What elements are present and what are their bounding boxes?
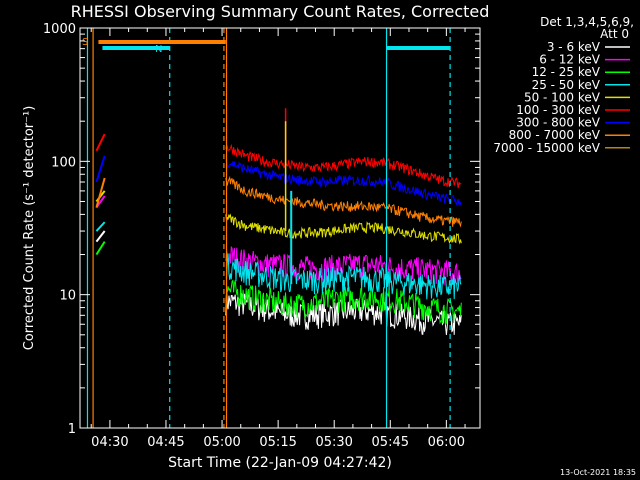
markers-layer: SN xyxy=(82,28,451,428)
series-early-segment xyxy=(95,177,106,208)
series-group xyxy=(95,241,462,326)
series-group xyxy=(95,221,462,300)
flag-label: N xyxy=(155,44,162,55)
series-line xyxy=(225,279,462,326)
plot-frame xyxy=(79,27,481,429)
x-tick-label: 05:30 xyxy=(315,435,352,450)
series-group xyxy=(95,133,462,189)
legend-header-attenuator: Att 0 xyxy=(600,27,629,41)
series-line xyxy=(225,175,462,228)
legend-entry-label: 300 - 800 keV xyxy=(516,116,600,130)
x-tick-label: 04:45 xyxy=(147,435,184,450)
legend-header-detectors: Det 1,3,4,5,6,9, xyxy=(540,15,634,29)
y-tick-label: 1 xyxy=(68,422,76,437)
legend-entry-label: 25 - 50 keV xyxy=(532,78,601,92)
legend-entry-label: 6 - 12 keV xyxy=(539,53,601,67)
series-line xyxy=(225,143,462,189)
legend-entry-label: 12 - 25 keV xyxy=(532,65,601,79)
series-line xyxy=(225,246,462,286)
chart-title: RHESSI Observing Summary Count Rates, Co… xyxy=(71,2,490,21)
legend-entry-label: 800 - 7000 keV xyxy=(509,128,601,142)
y-tick-label: 1000 xyxy=(43,22,76,37)
series-group xyxy=(95,155,462,206)
generation-timestamp: 13-Oct-2021 18:35 xyxy=(560,468,636,477)
series-early-segment xyxy=(95,221,106,232)
series-line xyxy=(225,253,462,300)
x-axis-label: Start Time (22-Jan-09 04:27:42) xyxy=(168,455,392,471)
axes-layer: 04:30 04:45 05:00 05:15 05:30 05:45 06:00 1 10 10… xyxy=(43,22,480,450)
legend-entry-label: 3 - 6 keV xyxy=(547,40,601,54)
x-tick-label: 04:30 xyxy=(91,435,128,450)
series-line xyxy=(225,213,462,245)
x-tick-label: 05:45 xyxy=(372,435,409,450)
series-layer xyxy=(95,108,462,336)
legend-entry-label: 100 - 300 keV xyxy=(516,103,600,117)
series-line xyxy=(225,158,462,206)
flag-label: S xyxy=(82,37,88,48)
y-tick-label: 100 xyxy=(51,155,76,170)
y-axis-label: Corrected Count Rate (s⁻¹ detector⁻¹) xyxy=(22,106,37,351)
series-early-segment xyxy=(95,241,106,256)
series-early-segment xyxy=(95,133,106,152)
series-early-segment xyxy=(95,230,106,243)
series-group xyxy=(95,230,462,336)
x-tick-label: 05:00 xyxy=(203,435,240,450)
legend-entry-label: 50 - 100 keV xyxy=(524,90,601,104)
y-tick-label: 10 xyxy=(59,289,76,304)
x-tick-label: 05:15 xyxy=(259,435,296,450)
series-group xyxy=(95,175,462,228)
legend-entry-label: 7000 - 15000 keV xyxy=(493,141,600,155)
series-early-segment xyxy=(95,155,106,183)
x-tick-label: 06:00 xyxy=(428,435,465,450)
series-line xyxy=(225,290,462,336)
